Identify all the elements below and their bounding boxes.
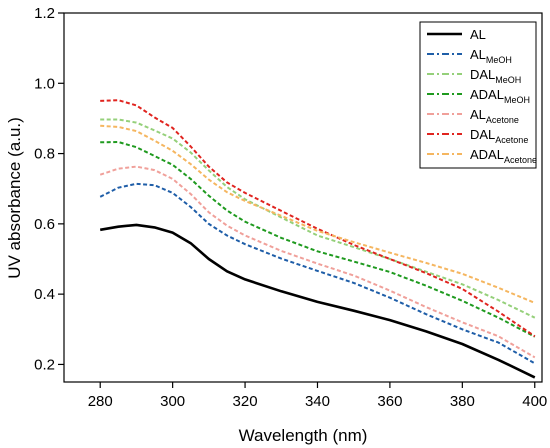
- y-axis-title: UV absorbance (a.u.): [5, 117, 24, 279]
- x-tick-label: 400: [522, 393, 547, 410]
- series-layer: [99, 99, 536, 379]
- legend-label-4: ALAcetone: [470, 107, 519, 125]
- legend-label-6: ADALAcetone: [470, 147, 537, 165]
- plot-frame: [63, 12, 543, 383]
- y-tick-label: 0.4: [34, 286, 55, 303]
- legend-label-5: DALAcetone: [470, 127, 528, 145]
- legend-label-1: ALMeOH: [470, 47, 512, 65]
- y-tick-label: 1.2: [34, 5, 55, 22]
- x-tick-label: 340: [305, 393, 330, 410]
- legend-label-3: ADALMeOH: [470, 87, 530, 105]
- series-line-1: [99, 182, 536, 365]
- x-axis-title: Wavelength (nm): [239, 426, 368, 445]
- legend-label-0: AL: [470, 27, 486, 42]
- y-tick-label: 0.6: [34, 216, 55, 233]
- series-line-0: [99, 223, 536, 379]
- legend-label-2: DALMeOH: [470, 67, 521, 85]
- y-tick-label: 0.2: [34, 356, 55, 373]
- x-tick-label: 380: [450, 393, 475, 410]
- y-tick-label: 1.0: [34, 75, 55, 92]
- legend-box: [419, 21, 537, 169]
- series-line-6: [100, 124, 536, 304]
- x-tick-label: 320: [233, 393, 258, 410]
- y-tick-label: 0.8: [34, 146, 55, 163]
- x-tick-label: 300: [160, 393, 185, 410]
- x-tick-label: 360: [377, 393, 402, 410]
- series-line-3: [100, 141, 536, 338]
- series-line-5: [100, 99, 536, 338]
- x-tick-label: 280: [88, 393, 113, 410]
- legend: AL ALMeOH DALMeOH ADALMeOH ALAcetone DALAceto…: [419, 21, 537, 169]
- series-line-2: [100, 118, 536, 319]
- series-line-4: [99, 165, 536, 359]
